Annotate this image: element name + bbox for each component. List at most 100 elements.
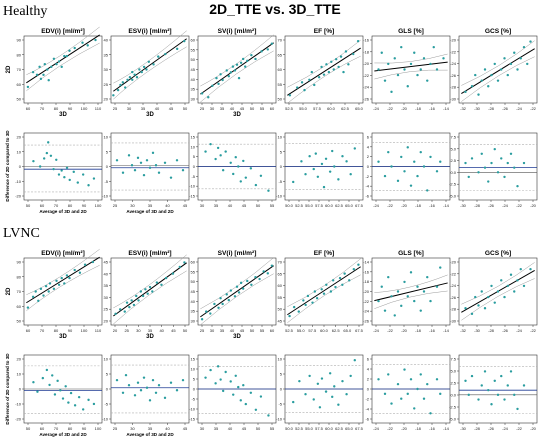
- data-point: [55, 279, 58, 282]
- data-point: [31, 70, 35, 74]
- y-tick-label: 5: [106, 372, 109, 377]
- data-point: [164, 276, 168, 280]
- y-tick-label: 50: [17, 97, 22, 102]
- y-tick-label: 65: [278, 52, 283, 57]
- x-tick-label: 65.0: [345, 203, 354, 208]
- y-tick-label: -10: [276, 194, 283, 199]
- x-tick-label: 45: [183, 203, 188, 208]
- data-point: [61, 397, 65, 400]
- data-point: [246, 59, 249, 63]
- data-point: [171, 272, 175, 275]
- x-tick-label: 55: [260, 106, 265, 111]
- x-tick-label: 35: [220, 328, 225, 333]
- data-point: [439, 392, 442, 396]
- y-tick-label: 0: [280, 164, 283, 169]
- data-point: [266, 272, 269, 275]
- x-tick-label: 35: [148, 203, 153, 208]
- data-point: [390, 402, 393, 405]
- x-tick-label: 52.5: [285, 328, 294, 333]
- plot-frame: [197, 35, 277, 104]
- data-point: [227, 298, 230, 302]
- data-point: [435, 285, 439, 288]
- data-point: [304, 393, 307, 396]
- data-point: [416, 285, 419, 288]
- group-label-lvnc: LVNC: [3, 226, 40, 241]
- y-tick-label: 30: [104, 295, 109, 300]
- data-point: [516, 68, 519, 71]
- data-point: [270, 264, 274, 267]
- y-tick-label: -20: [363, 289, 370, 294]
- plot-frame: [23, 35, 103, 104]
- x-axis-label: 3D: [59, 334, 67, 340]
- data-point: [233, 295, 237, 298]
- data-point: [121, 391, 125, 394]
- ci-upper-line: [26, 248, 100, 295]
- y-tick-label: 60: [17, 304, 22, 309]
- data-point: [154, 164, 158, 167]
- data-point: [416, 73, 419, 77]
- data-point: [92, 177, 96, 180]
- data-point: [77, 395, 81, 399]
- data-point: [396, 382, 400, 386]
- panel-title: GLS [%]: [398, 28, 424, 35]
- y-tick-label: 50: [191, 57, 196, 62]
- data-point: [298, 379, 301, 383]
- data-point: [242, 159, 245, 163]
- y-tick-label: 0.0: [450, 170, 456, 175]
- x-tick-label: 35: [214, 426, 219, 431]
- data-point: [325, 63, 328, 66]
- data-point: [47, 290, 50, 293]
- data-point: [380, 285, 383, 288]
- y-tick-label: 35: [191, 309, 196, 314]
- x-tick-label: 50: [250, 328, 255, 333]
- data-point: [396, 73, 400, 77]
- data-point: [377, 378, 380, 381]
- data-point: [127, 154, 131, 157]
- x-tick-label: 80: [54, 106, 59, 111]
- data-point: [470, 374, 474, 378]
- data-point: [435, 378, 439, 381]
- data-point: [112, 94, 115, 97]
- y-tick-label: 35: [104, 283, 109, 288]
- data-point: [496, 79, 500, 82]
- data-point: [72, 170, 75, 174]
- data-point: [500, 279, 503, 282]
- regression-line: [461, 48, 535, 94]
- data-point: [353, 359, 356, 362]
- data-point: [333, 385, 336, 388]
- y-tick-label: -5: [278, 179, 282, 184]
- ci-upper-line: [461, 40, 535, 86]
- x-tick-label: 62.5: [335, 203, 344, 208]
- x-tick-label: -22: [530, 328, 537, 333]
- data-point: [419, 373, 422, 376]
- y-tick-label: 45: [104, 260, 109, 265]
- data-point: [68, 49, 71, 52]
- data-point: [324, 157, 328, 160]
- data-point: [241, 57, 245, 61]
- data-point: [390, 90, 393, 94]
- panel-title: GCS [%]: [485, 250, 511, 257]
- y-axis-label: 2D: [6, 65, 12, 73]
- x-tick-label: -16: [429, 203, 436, 208]
- data-point: [324, 390, 328, 393]
- y-tick-label: 7.5: [450, 135, 456, 140]
- y-tick-label: 55: [278, 82, 283, 87]
- data-point: [237, 76, 241, 80]
- x-axis-label: 3D: [233, 112, 241, 118]
- panel-title: SV(i) [ml/m²]: [218, 250, 257, 257]
- data-point: [234, 155, 237, 159]
- data-point: [377, 160, 380, 163]
- regression-line: [374, 282, 448, 302]
- data-point: [429, 299, 432, 303]
- x-tick-label: -24: [502, 203, 509, 208]
- ci-lower-line: [200, 273, 274, 326]
- data-point: [341, 379, 344, 383]
- data-point: [211, 84, 214, 87]
- data-point: [48, 383, 51, 387]
- data-point: [503, 295, 506, 299]
- y-tick-label: 5.0: [450, 146, 456, 151]
- data-point: [496, 393, 500, 397]
- y-tick-label: -24: [450, 283, 457, 288]
- panel-lvnc-bland-altman-4: 50.0 52.5 55.0 57.5 60.0 62.5 65.0 67.5 -10 -5 0 5 1…: [276, 354, 364, 431]
